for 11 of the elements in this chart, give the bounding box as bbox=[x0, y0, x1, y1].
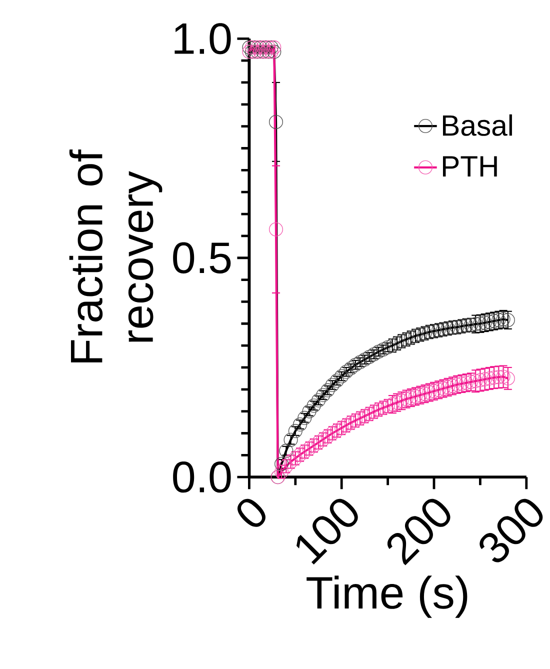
x-tick-label: 300 bbox=[479, 498, 542, 562]
x-tick-label: 200 bbox=[387, 498, 450, 566]
legend-label: Basal bbox=[442, 114, 512, 136]
y-tick-label: 0.0 bbox=[172, 462, 231, 493]
legend-label: PTH bbox=[442, 156, 497, 176]
x-tick-label: 100 bbox=[296, 498, 358, 564]
y-tick-label: 0.5 bbox=[172, 242, 230, 274]
x-tick-label: 0 bbox=[237, 498, 266, 527]
y-axis-title: Fraction of recovery bbox=[69, 150, 162, 362]
y-tick-label: 1.0 bbox=[174, 23, 231, 54]
x-axis-title: Time (s) bbox=[306, 576, 467, 618]
